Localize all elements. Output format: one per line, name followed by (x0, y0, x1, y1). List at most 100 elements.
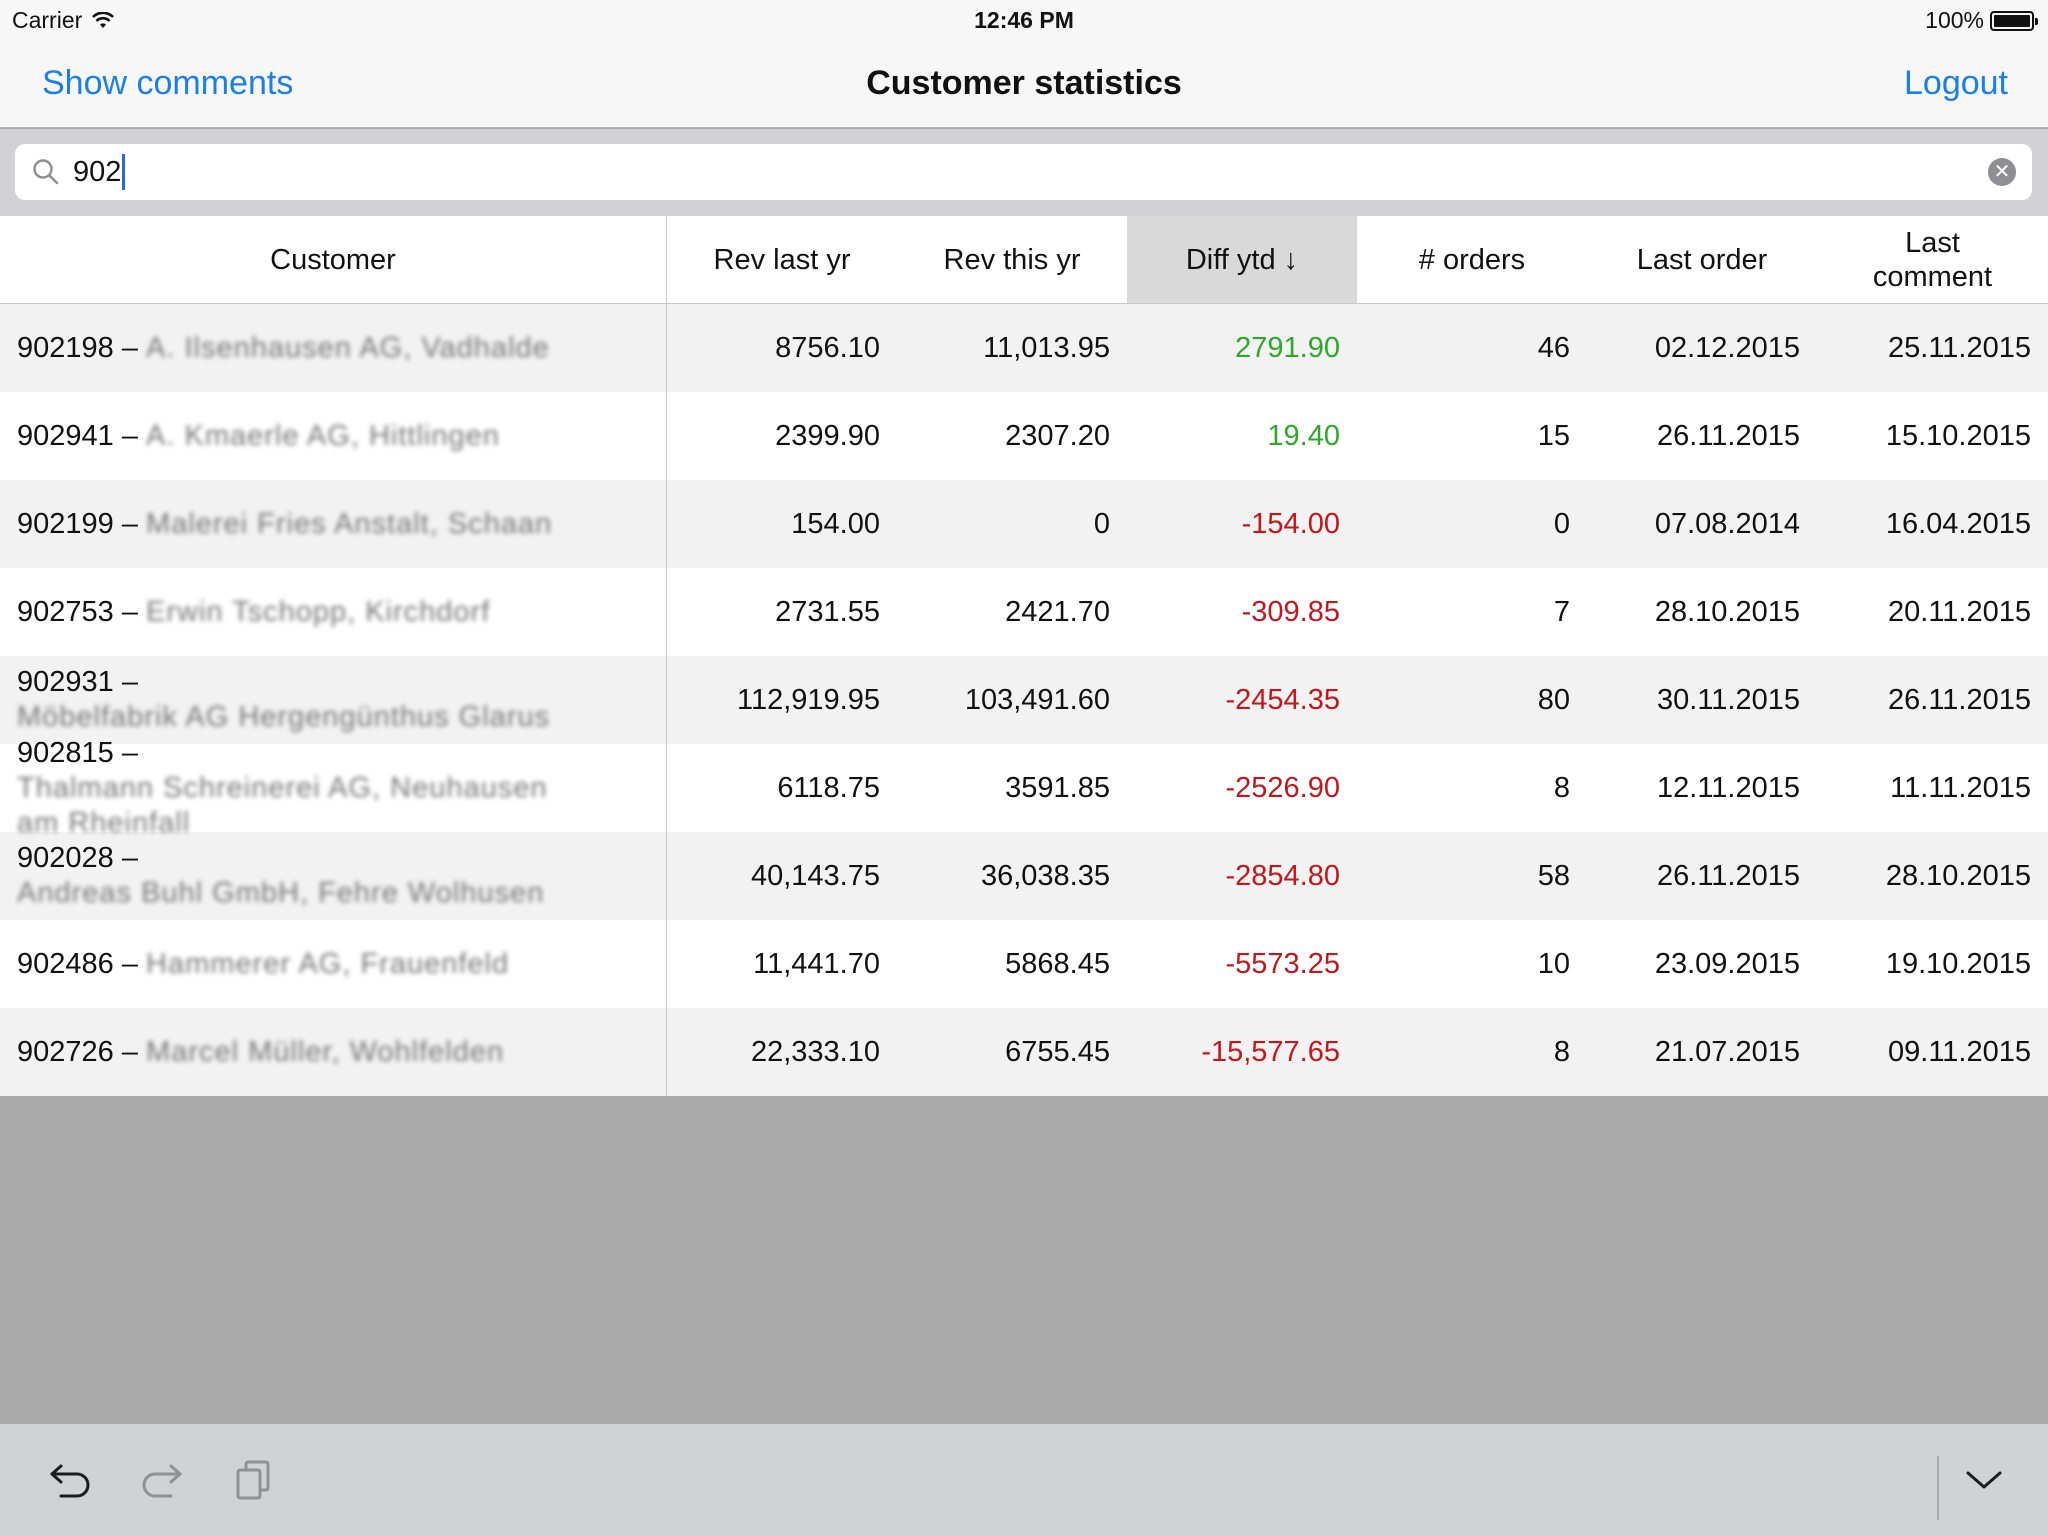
customer-name: Thalmann Schreinerei AG, Neuhausen am Rh… (17, 771, 548, 839)
cell-rev-this-yr: 0 (1093, 507, 1110, 540)
battery-percent: 100% (1925, 7, 1984, 33)
customer-name: Andreas Buhl GmbH, Fehre Wolhusen (17, 877, 545, 909)
cell-diff-ytd: -2526.90 (1225, 771, 1341, 804)
customer-id: 902486 – (17, 947, 138, 980)
carrier-indicator: Carrier (12, 7, 115, 34)
cell-last-comment: 11.11.2015 (1890, 771, 2031, 804)
cell-last-comment: 25.11.2015 (1888, 331, 2031, 364)
customer-id: 902198 – (17, 331, 138, 364)
paste-icon (236, 1460, 270, 1500)
cell-rev-last-yr: 2399.90 (775, 419, 880, 452)
column-header-diff-ytd[interactable]: Diff ytd ↓ (1127, 216, 1357, 303)
cell-last-comment: 15.10.2015 (1885, 419, 2031, 452)
search-text: 902 (73, 156, 122, 188)
table-row[interactable]: 902753 – Erwin Tschopp, Kirchdorf 2731.5… (0, 568, 2048, 656)
cell-customer: 902815 – Thalmann Schreinerei AG, Neuhau… (0, 737, 667, 839)
cell-customer: 902941 – A. Kmaerle AG, Hittlingen (0, 392, 667, 480)
cell-last-order: 26.11.2015 (1657, 859, 1800, 892)
customer-table: Customer Rev last yr Rev this yr Diff yt… (0, 216, 2048, 1096)
cell-rev-this-yr: 2307.20 (1005, 419, 1110, 452)
page-title: Customer statistics (866, 64, 1182, 102)
cell-orders: 46 (1537, 331, 1570, 364)
column-header-customer[interactable]: Customer (0, 216, 667, 303)
table-row[interactable]: 902815 – Thalmann Schreinerei AG, Neuhau… (0, 737, 2048, 839)
battery-indicator: 100% (1925, 7, 2038, 34)
clock: 12:46 PM (974, 7, 1074, 33)
status-bar: Carrier 12:46 PM 100% (0, 0, 2048, 40)
cell-rev-this-yr: 3591.85 (1005, 771, 1110, 804)
undo-icon (50, 1464, 90, 1498)
dismiss-keyboard-button[interactable] (1956, 1452, 2012, 1508)
column-header-last-comment[interactable]: Last comment (1817, 216, 2048, 303)
text-caret (122, 154, 126, 190)
cell-rev-last-yr: 22,333.10 (750, 1035, 880, 1068)
table-row[interactable]: 902931 – Möbelfabrik AG Hergengünthus Gl… (0, 656, 2048, 744)
cell-rev-this-yr: 11,013.95 (983, 331, 1110, 364)
customer-name: Erwin Tschopp, Kirchdorf (146, 595, 491, 628)
customer-name: Marcel Müller, Wohlfelden (146, 1035, 505, 1068)
carrier-label: Carrier (12, 7, 83, 33)
show-comments-button[interactable]: Show comments (42, 64, 294, 102)
search-value: 902 (73, 154, 126, 190)
logout-button[interactable]: Logout (1904, 64, 2008, 102)
cell-customer: 902753 – Erwin Tschopp, Kirchdorf (0, 568, 667, 656)
chevron-down-icon (1966, 1471, 2002, 1489)
table-row[interactable]: 902028 – Andreas Buhl GmbH, Fehre Wolhus… (0, 832, 2048, 920)
battery-icon (1990, 10, 2038, 31)
cell-last-comment: 16.04.2015 (1885, 507, 2031, 540)
cell-orders: 10 (1537, 947, 1570, 980)
cell-rev-last-yr: 11,441.70 (753, 947, 880, 980)
cell-last-order: 02.12.2015 (1654, 331, 1800, 364)
search-bar: 902 ✕ (0, 129, 2048, 216)
cell-last-order: 07.08.2014 (1654, 507, 1800, 540)
customer-name: Hammerer AG, Frauenfeld (146, 947, 510, 980)
cell-last-order: 28.10.2015 (1654, 595, 1800, 628)
customer-name: Möbelfabrik AG Hergengünthus Glarus (17, 701, 551, 733)
search-icon (33, 159, 59, 185)
cell-rev-this-yr: 5868.45 (1005, 947, 1110, 980)
cell-last-order: 21.07.2015 (1654, 1035, 1800, 1068)
cell-customer: 902486 – Hammerer AG, Frauenfeld (0, 920, 667, 1008)
cell-customer: 902931 – Möbelfabrik AG Hergengünthus Gl… (0, 656, 667, 744)
column-header-rev-last-yr[interactable]: Rev last yr (713, 243, 851, 276)
column-header-orders[interactable]: # orders (1418, 243, 1526, 276)
customer-name: Malerei Fries Anstalt, Schaan (146, 507, 553, 540)
cell-customer: 902028 – Andreas Buhl GmbH, Fehre Wolhus… (0, 832, 667, 920)
keyboard-toolbar (0, 1424, 2048, 1536)
table-row[interactable]: 902199 – Malerei Fries Anstalt, Schaan 1… (0, 480, 2048, 568)
cell-rev-this-yr: 103,491.60 (964, 683, 1110, 716)
table-row[interactable]: 902198 – A. Ilsenhausen AG, Vadhalde 875… (0, 304, 2048, 392)
cell-diff-ytd: -2454.35 (1225, 683, 1341, 716)
cell-customer: 902199 – Malerei Fries Anstalt, Schaan (0, 480, 667, 568)
column-header-last-order[interactable]: Last order (1636, 243, 1768, 276)
table-header: Customer Rev last yr Rev this yr Diff yt… (0, 216, 2048, 304)
cell-last-order: 23.09.2015 (1654, 947, 1800, 980)
cell-rev-last-yr: 2731.55 (775, 595, 880, 628)
search-input[interactable]: 902 ✕ (15, 144, 2032, 200)
column-header-rev-this-yr[interactable]: Rev this yr (943, 243, 1081, 276)
cell-last-comment: 28.10.2015 (1885, 859, 2031, 892)
cell-orders: 58 (1537, 859, 1570, 892)
cell-rev-last-yr: 6118.75 (777, 771, 880, 804)
cell-customer: 902198 – A. Ilsenhausen AG, Vadhalde (0, 304, 667, 392)
customer-id: 902028 – (17, 842, 138, 874)
customer-name: A. Ilsenhausen AG, Vadhalde (146, 331, 550, 364)
customer-id: 902199 – (17, 507, 138, 540)
table-row[interactable]: 902726 – Marcel Müller, Wohlfelden 22,33… (0, 1008, 2048, 1096)
cell-last-order: 26.11.2015 (1657, 419, 1800, 452)
table-row[interactable]: 902941 – A. Kmaerle AG, Hittlingen 2399.… (0, 392, 2048, 480)
cell-last-order: 30.11.2015 (1657, 683, 1800, 716)
paste-button[interactable] (226, 1452, 282, 1508)
cell-diff-ytd: 2791.90 (1235, 331, 1340, 364)
cell-diff-ytd: -2854.80 (1225, 859, 1341, 892)
table-row[interactable]: 902486 – Hammerer AG, Frauenfeld 11,441.… (0, 920, 2048, 1008)
cell-rev-this-yr: 6755.45 (1005, 1035, 1110, 1068)
cell-orders: 8 (1553, 1035, 1570, 1068)
cell-last-comment: 19.10.2015 (1885, 947, 2031, 980)
cell-last-order: 12.11.2015 (1657, 771, 1800, 804)
cell-last-comment: 26.11.2015 (1888, 683, 2031, 716)
undo-button[interactable] (42, 1452, 98, 1508)
cell-diff-ytd: -309.85 (1241, 595, 1340, 628)
clear-icon[interactable]: ✕ (1988, 158, 2016, 186)
redo-button[interactable] (134, 1452, 190, 1508)
